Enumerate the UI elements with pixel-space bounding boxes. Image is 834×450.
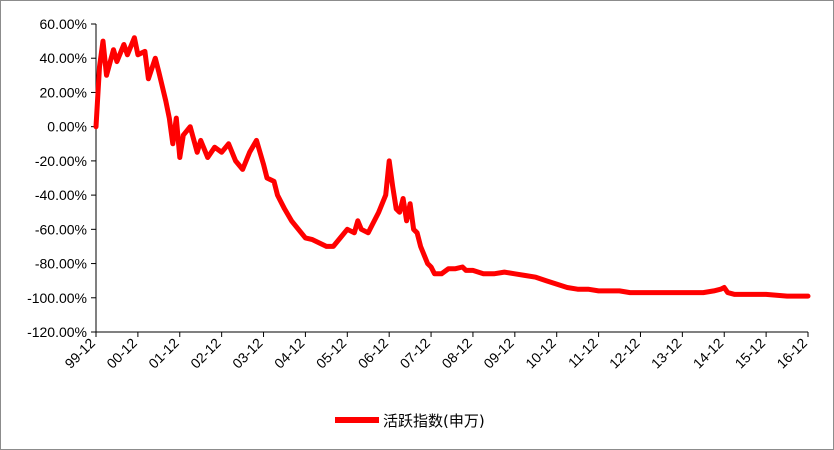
x-tick-label: 00-12: [103, 335, 140, 372]
x-tick-label: 13-12: [648, 335, 685, 372]
y-tick-label: -80.00%: [35, 256, 87, 272]
y-axis: 60.00% 40.00% 20.00% 0.00% -20.00% -40.00% -60…: [27, 16, 97, 340]
y-tick-label: 0.00%: [47, 119, 87, 135]
x-tick-label: 16-12: [773, 335, 810, 372]
x-tick-label: 99-12: [61, 335, 98, 372]
legend-label: 活跃指数(申万): [383, 412, 485, 430]
y-tick-label: 60.00%: [40, 16, 87, 32]
y-tick-label: -40.00%: [35, 187, 87, 203]
series-line: [93, 35, 811, 299]
x-tick-label: 06-12: [355, 335, 392, 372]
y-tick-label: 40.00%: [40, 50, 87, 66]
x-tick-label: 07-12: [397, 335, 434, 372]
x-tick-label: 08-12: [438, 335, 475, 372]
x-tick-label: 03-12: [229, 335, 266, 372]
x-tick-label: 09-12: [480, 335, 517, 372]
x-tick-label: 11-12: [565, 335, 601, 371]
y-tick-label: -20.00%: [35, 153, 87, 169]
y-tick-label: 20.00%: [40, 84, 87, 100]
x-tick-label: 05-12: [313, 335, 350, 372]
y-tick-label: -120.00%: [27, 324, 87, 340]
y-tick-label: -100.00%: [27, 290, 87, 306]
x-tick-label: 04-12: [271, 335, 308, 372]
x-tick-label: 12-12: [606, 335, 643, 372]
x-tick-label: 14-12: [690, 335, 727, 372]
x-tick-label: 01-12: [145, 335, 182, 372]
y-tick-label: -60.00%: [35, 221, 87, 237]
x-tick-label: 02-12: [187, 335, 224, 372]
x-axis: 99-12 00-12 01-12 02-12 03-12 04-12 05-12 06-12…: [61, 331, 810, 372]
x-tick-label: 15-12: [732, 335, 769, 372]
series-layer: [93, 35, 811, 299]
legend: 活跃指数(申万): [335, 412, 485, 430]
x-tick-label: 10-12: [522, 335, 559, 372]
